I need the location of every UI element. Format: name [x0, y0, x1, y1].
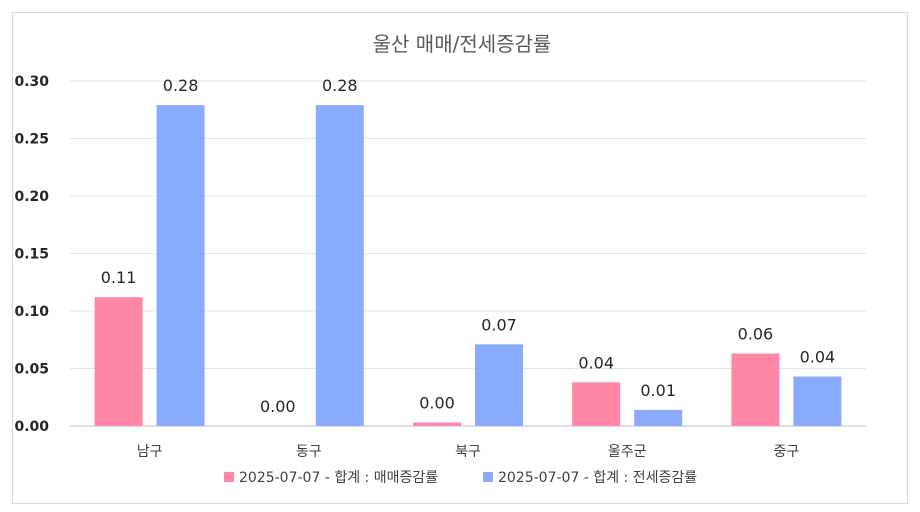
data-label: 0.04 — [800, 348, 836, 367]
data-label: 0.28 — [322, 76, 358, 95]
legend-swatch — [224, 472, 234, 482]
bar — [634, 409, 683, 426]
x-axis: 남구 동구 북구 울주군 중구 — [137, 444, 800, 460]
data-label: 0.06 — [738, 325, 774, 344]
y-tick-label: 0.10 — [14, 304, 49, 320]
bar — [156, 105, 205, 427]
y-tick-label: 0.00 — [14, 419, 49, 435]
data-label: 0.00 — [260, 397, 296, 416]
bars: 0.11 0.28 0.00 0.28 0.00 0.07 0.04 0.01 0.06 0.04 — [94, 76, 842, 427]
data-label: 0.28 — [163, 76, 199, 95]
bar — [94, 297, 143, 426]
legend-label: 2025-07-07 - 합계 : 매매증감률 — [239, 470, 438, 486]
y-tick-label: 0.20 — [14, 189, 49, 205]
bar — [315, 105, 364, 427]
data-label: 0.11 — [101, 268, 137, 287]
data-label: 0.07 — [481, 315, 517, 334]
y-tick-label: 0.15 — [14, 247, 49, 263]
legend-swatch — [483, 472, 493, 482]
x-tick-label: 울주군 — [608, 444, 647, 460]
x-tick-label: 동구 — [296, 444, 322, 460]
chart-title: 울산 매매/전세증감률 — [373, 32, 552, 56]
y-tick-label: 0.05 — [14, 362, 49, 378]
data-label: 0.04 — [578, 353, 614, 372]
bar — [731, 353, 780, 426]
y-axis: 0.00 0.05 0.10 0.15 0.20 0.25 0.30 — [14, 74, 49, 435]
legend-label: 2025-07-07 - 합계 : 전세증감률 — [498, 470, 697, 486]
bar — [475, 344, 523, 426]
x-tick-label: 중구 — [774, 444, 800, 460]
x-tick-label: 남구 — [137, 444, 163, 460]
y-tick-label: 0.25 — [14, 132, 49, 148]
data-label: 0.00 — [419, 394, 455, 413]
bar — [793, 376, 842, 426]
data-label: 0.01 — [640, 381, 676, 400]
bar — [413, 422, 461, 426]
bar — [572, 382, 621, 426]
y-tick-label: 0.30 — [14, 74, 49, 90]
x-tick-label: 북구 — [455, 444, 481, 460]
legend: 2025-07-07 - 합계 : 매매증감률 2025-07-07 - 합계 :… — [224, 470, 697, 486]
